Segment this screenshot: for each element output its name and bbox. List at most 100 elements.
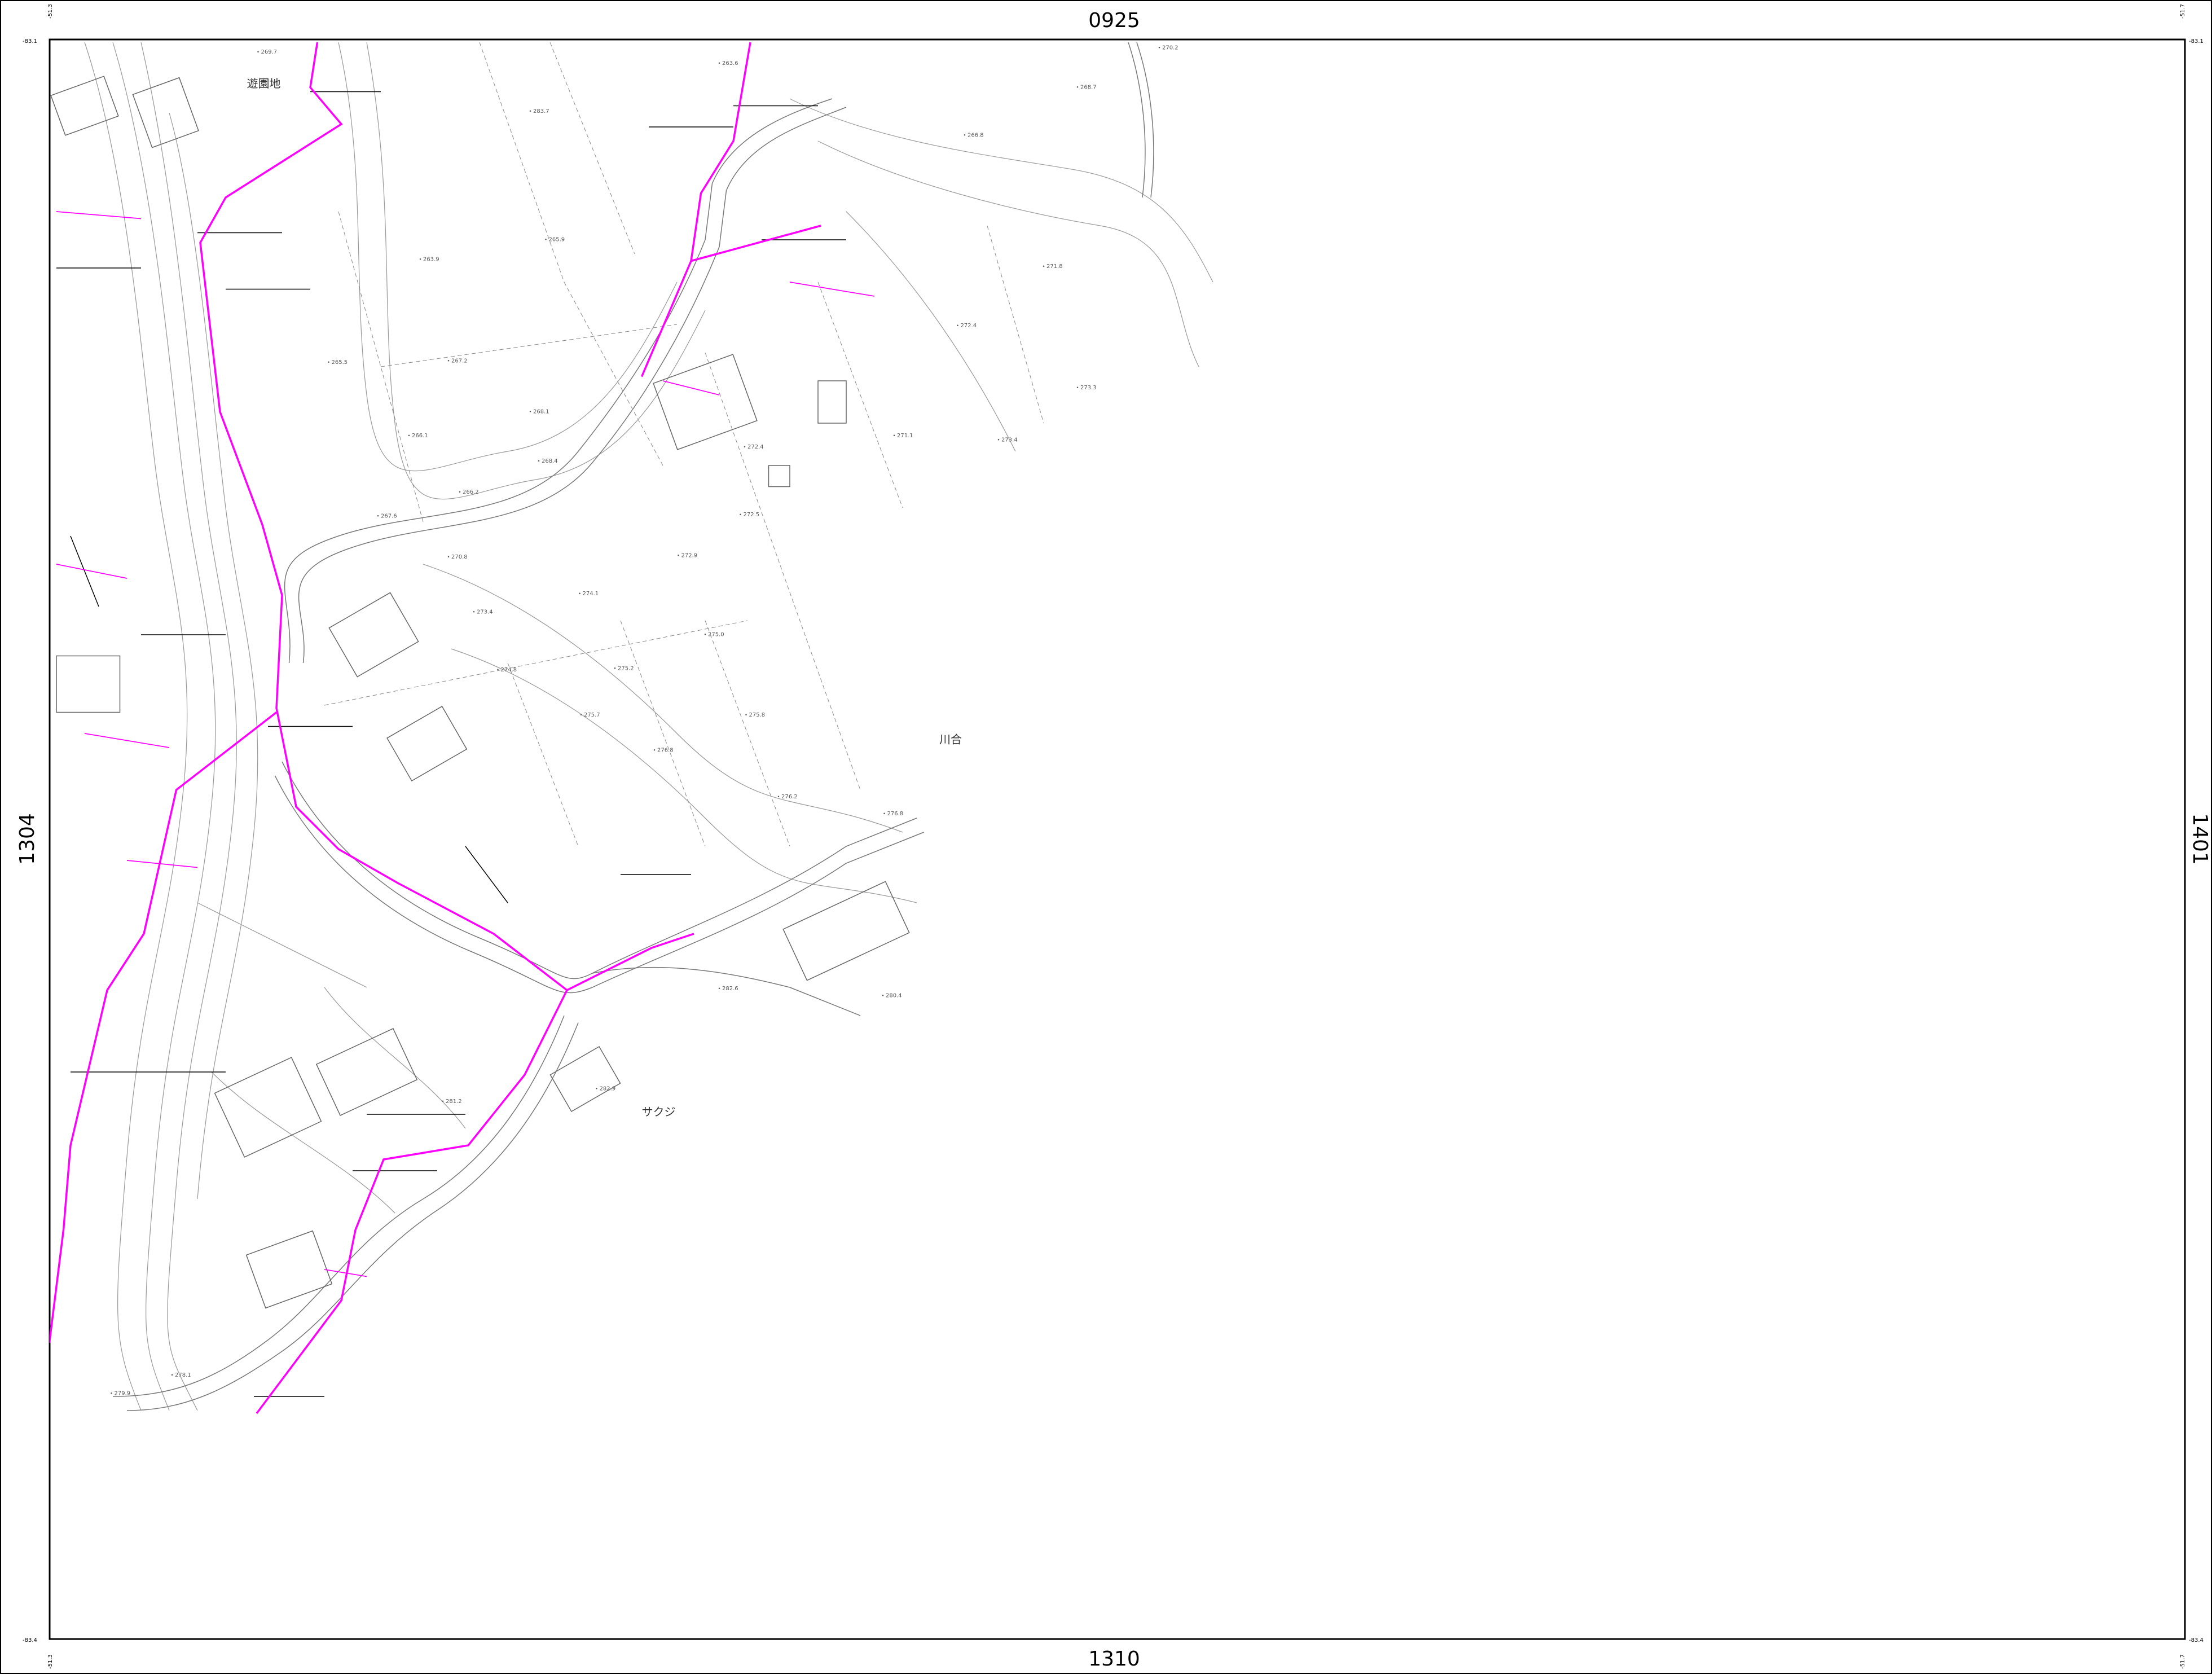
elevation-dot [653, 749, 656, 751]
sheet-top: 0925 [1088, 9, 1140, 32]
place-name: 川合 [939, 733, 962, 746]
elevation-dot [580, 714, 582, 715]
contours [84, 42, 1213, 1411]
elevation-label: 282.6 [722, 986, 738, 992]
elevation-label: 280.4 [886, 993, 902, 999]
elevation-dot [111, 1392, 112, 1394]
elevation-label: 265.5 [332, 359, 348, 366]
elevation-dot [171, 1374, 173, 1376]
elevation-label: 283.7 [533, 108, 549, 115]
elevation-label: 268.4 [542, 458, 558, 464]
survey-route [49, 42, 875, 1414]
corner-coordinates: -83.1 -51.3 -83.1 -51.7 -83.4 -51.3 -83.… [23, 4, 2204, 1669]
corner-label: -83.1 [23, 38, 37, 45]
elevation-label: 276.2 [781, 794, 798, 800]
place-name: サクジ [642, 1105, 676, 1119]
elevation-label: 266.8 [968, 133, 984, 139]
elevation-dot [447, 556, 450, 557]
elevation-dot [545, 239, 547, 240]
elevation-label: 270.8 [451, 554, 468, 560]
elevation-label: 275.7 [584, 712, 600, 718]
map-frame [49, 38, 2186, 1640]
elevation-dot [419, 258, 421, 260]
elevation-label: 272.4 [747, 444, 764, 450]
elevation-label: 276.8 [887, 811, 904, 817]
elevation-dot [704, 634, 706, 635]
elevation-dot [1076, 86, 1079, 88]
elevation-dot [529, 110, 531, 112]
corner-label: -51.7 [2180, 4, 2186, 19]
elevation-dot [1043, 265, 1045, 267]
elevation-points: 269.7 283.7 263.6 268.7 270.2 266.8 271.8 272.4… [111, 45, 1178, 1397]
elevation-dot [408, 434, 410, 436]
elevation-dot [377, 515, 379, 517]
corner-label: -51.3 [47, 4, 54, 19]
elevation-label: 267.6 [381, 513, 397, 520]
elevation-dot [473, 611, 475, 613]
elevation-label: 271.1 [897, 433, 913, 439]
elevation-label: 278.1 [175, 1372, 191, 1378]
sheet-left: 1304 [16, 813, 39, 865]
elevation-dot [442, 1100, 444, 1102]
elevation-label: 272.4 [961, 323, 977, 329]
elevation-label: 265.9 [549, 237, 565, 243]
elevation-label: 275.2 [618, 666, 634, 672]
elevation-dot [459, 491, 461, 493]
parcel-lines [324, 42, 1044, 847]
elevation-dot [718, 987, 720, 989]
elevation-dot [529, 411, 531, 412]
elevation-label: 266.1 [412, 433, 428, 439]
elevation-dot [745, 714, 747, 715]
elevation-dot [538, 460, 540, 462]
elevation-label: 272.9 [681, 553, 698, 559]
elevation-label: 263.9 [423, 257, 439, 263]
elevation-label: 271.8 [1046, 263, 1063, 270]
survey-ticks [56, 91, 846, 1397]
elevation-dot [257, 51, 259, 52]
elevation-label: 273.4 [1001, 437, 1018, 443]
elevation-label: 275.8 [749, 712, 766, 718]
corner-label: -83.4 [2189, 1637, 2204, 1644]
elevation-label: 266.2 [463, 489, 479, 495]
sheet-numbers: 0925 1310 1304 1401 [16, 9, 2211, 1671]
elevation-dot [718, 62, 720, 64]
elevation-dot [579, 592, 581, 594]
elevation-label: 275.0 [708, 632, 724, 638]
elevation-dot [1158, 47, 1160, 49]
roads [112, 42, 1154, 1411]
elevation-label: 267.2 [451, 358, 468, 364]
elevation-label: 270.2 [1162, 45, 1178, 51]
elevation-dot [328, 361, 329, 363]
corner-label: -83.4 [23, 1637, 37, 1644]
elevation-dot [744, 446, 746, 447]
elevation-label: 273.4 [477, 609, 493, 616]
elevation-dot [882, 995, 884, 996]
elevation-label: 268.1 [533, 409, 549, 415]
elevation-label: 272.5 [744, 512, 760, 518]
elevation-dot [777, 796, 780, 797]
elevation-dot [447, 360, 450, 362]
corner-label: -51.3 [47, 1654, 54, 1669]
elevation-dot [893, 434, 895, 436]
map-content: 269.7 283.7 263.6 268.7 270.2 266.8 271.8 272.4… [49, 42, 1213, 1414]
elevation-dot [883, 812, 885, 814]
sheet-bottom: 1310 [1088, 1647, 1140, 1671]
elevation-dot [497, 669, 499, 670]
corner-label: -83.1 [2189, 38, 2204, 45]
elevation-label: 279.9 [115, 1391, 131, 1397]
place-name: 遊園地 [247, 77, 281, 90]
elevation-dot [1076, 386, 1079, 388]
elevation-dot [740, 513, 741, 515]
sheet-right: 1401 [2188, 813, 2211, 865]
elevation-label: 274.8 [501, 667, 517, 673]
elevation-label: 268.7 [1080, 85, 1097, 91]
elevation-dot [614, 667, 616, 669]
elevation-dot [596, 1088, 597, 1089]
corner-label: -51.7 [2180, 1654, 2186, 1669]
elevation-label: 281.2 [446, 1099, 462, 1105]
elevation-label: 269.7 [261, 49, 278, 55]
elevation-dot [678, 555, 679, 556]
